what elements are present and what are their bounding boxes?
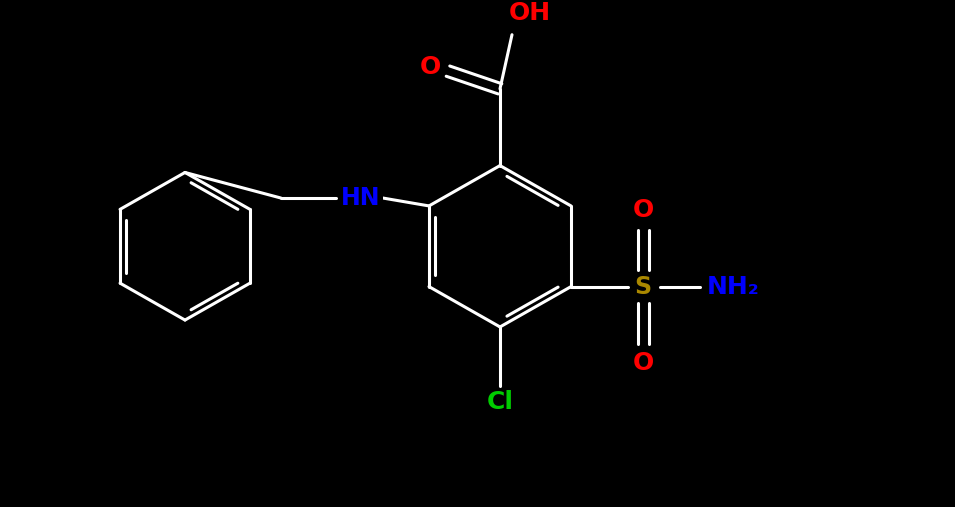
Text: O: O xyxy=(419,55,440,79)
Text: OH: OH xyxy=(509,1,551,25)
Text: O: O xyxy=(632,351,653,375)
Text: S: S xyxy=(634,275,651,299)
Text: O: O xyxy=(632,198,653,222)
Text: Cl: Cl xyxy=(486,390,514,414)
Text: HN: HN xyxy=(341,186,381,210)
Text: NH₂: NH₂ xyxy=(707,275,759,299)
